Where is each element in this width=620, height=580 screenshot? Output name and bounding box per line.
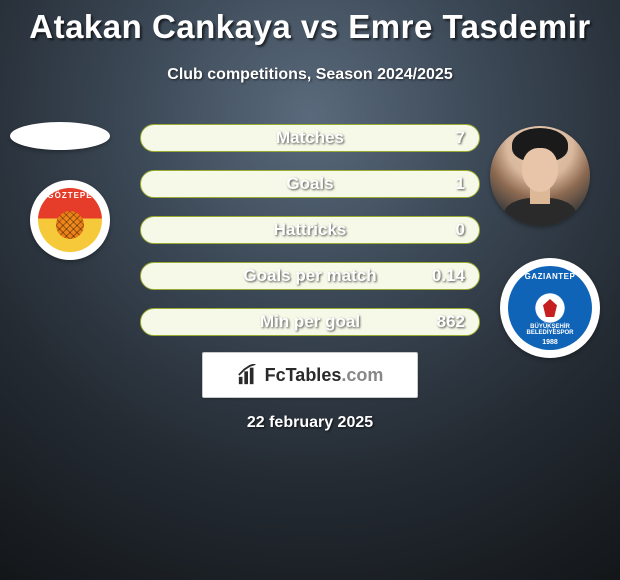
stat-value-right: 1 [456,174,465,194]
comparison-card: Atakan Cankaya vs Emre Tasdemir Club com… [0,0,620,580]
stat-label: Min per goal [141,312,479,332]
stat-bar: Goals per match 0.14 [140,262,480,290]
player-avatar-right [490,126,590,226]
gaziantep-label-bot: 1988 [508,339,592,346]
goztepe-label: GÖZTEPE [47,191,92,200]
gaziantep-label-top: GAZIANTEP [508,272,592,281]
stat-value-right: 862 [437,312,465,332]
stat-bars: Matches 7 Goals 1 Hattricks 0 Goals per … [140,124,480,354]
club-badge-left: GÖZTEPE [30,180,110,260]
stat-value-right: 7 [456,128,465,148]
stat-bar: Min per goal 862 [140,308,480,336]
stat-bar: Hattricks 0 [140,216,480,244]
stat-bar: Goals 1 [140,170,480,198]
stat-value-right: 0.14 [432,266,465,286]
stat-label: Hattricks [141,220,479,240]
gaziantep-label-mid: BÜYÜKŞEHİR BELEDİYESPOR [508,324,592,336]
brand-name: FcTables [265,365,342,385]
stat-value-right: 0 [456,220,465,240]
footer-date: 22 february 2025 [0,414,620,432]
brand-text: FcTables.com [265,365,384,386]
brand-suffix: .com [341,365,383,385]
goztepe-ball-icon [56,211,84,239]
brand-box: FcTables.com [202,352,418,398]
page-title: Atakan Cankaya vs Emre Tasdemir [0,0,620,46]
goztepe-logo: GÖZTEPE [38,188,102,252]
player-avatar-left [10,122,110,150]
gaziantep-logo: GAZIANTEP BÜYÜKŞEHİR BELEDİYESPOR 1988 [508,266,592,350]
stat-label: Matches [141,128,479,148]
stat-label: Goals [141,174,479,194]
page-subtitle: Club competitions, Season 2024/2025 [0,66,620,84]
stat-bar: Matches 7 [140,124,480,152]
stat-label: Goals per match [141,266,479,286]
chart-icon [237,364,259,386]
club-badge-right: GAZIANTEP BÜYÜKŞEHİR BELEDİYESPOR 1988 [500,258,600,358]
